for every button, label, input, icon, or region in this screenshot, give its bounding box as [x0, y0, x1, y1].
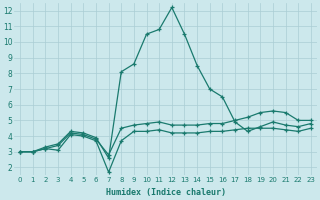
X-axis label: Humidex (Indice chaleur): Humidex (Indice chaleur) — [106, 188, 226, 197]
